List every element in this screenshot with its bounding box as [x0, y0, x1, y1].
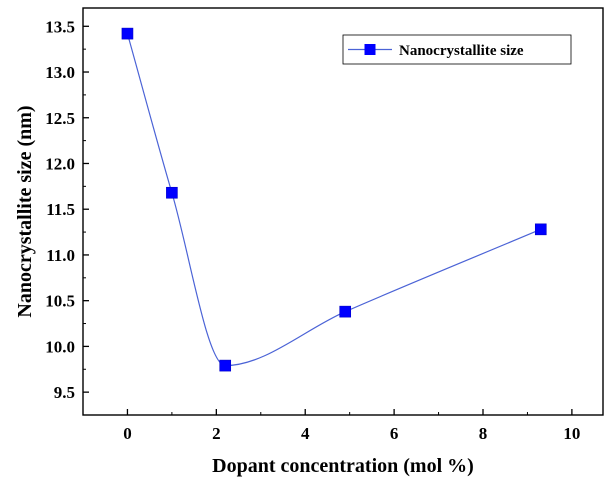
x-axis: 0 2 4 6 8 10 — [82, 409, 580, 443]
legend-marker-swatch — [364, 44, 376, 55]
y-tick-label: 12.5 — [45, 109, 75, 128]
y-axis: 9.5 10.0 10.5 11.0 11.5 12.0 12.5 13.0 13.5 — [45, 17, 89, 416]
series-layer — [121, 27, 547, 372]
y-tick-label: 10.5 — [45, 292, 75, 311]
plot-area-border — [82, 7, 604, 416]
y-tick-label: 11.0 — [46, 246, 75, 265]
y-tick-label: 12.0 — [45, 154, 75, 173]
x-tick-label: 8 — [479, 424, 488, 443]
y-tick-label: 10.0 — [45, 337, 75, 356]
y-tick-label: 9.5 — [54, 383, 75, 402]
plot-frame — [82, 7, 604, 416]
data-point — [219, 359, 232, 372]
y-tick-label: 13.0 — [45, 63, 75, 82]
x-tick-label: 4 — [301, 424, 310, 443]
series-line — [126, 33, 542, 367]
data-point — [534, 223, 547, 236]
y-axis-title: Nanocrystallite size (nm) — [14, 105, 36, 317]
x-axis-title: Dopant concentration (mol %) — [212, 455, 474, 477]
data-point — [121, 27, 134, 40]
legend-label: Nanocrystallite size — [399, 43, 524, 59]
data-point — [166, 186, 178, 199]
x-tick-label: 10 — [563, 424, 580, 443]
x-tick-label: 6 — [390, 424, 399, 443]
legend: Nanocrystallite size — [342, 34, 572, 65]
data-point — [339, 305, 352, 318]
x-tick-label: 0 — [123, 424, 132, 443]
y-tick-label: 13.5 — [45, 17, 75, 36]
x-tick-label: 2 — [212, 424, 221, 443]
y-tick-label: 11.5 — [46, 200, 75, 219]
